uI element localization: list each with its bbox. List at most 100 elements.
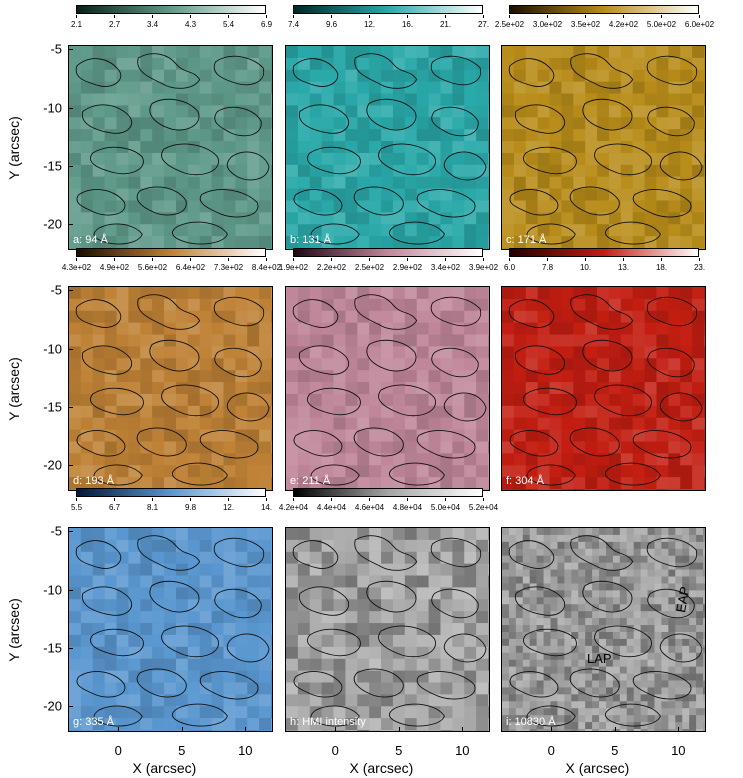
colorbar-tick-mark [331,498,332,501]
texture-cell [309,539,322,552]
texture-cell [392,599,405,612]
texture-cell [502,618,509,625]
texture-cell [619,562,627,570]
texture-cell [428,287,441,299]
texture-cell [543,583,551,591]
contour-line [388,462,445,486]
texture-cell [564,562,572,570]
texture-cell [508,694,516,702]
texture-cell [428,370,441,383]
texture-cell [440,551,453,564]
texture-cell [626,729,634,731]
texture-cell [592,548,600,556]
texture-cell [573,57,586,70]
texture-cell [525,310,538,323]
texture-cell [537,81,550,94]
texture-cell [668,555,676,563]
texture-cell [392,587,405,600]
texture-cell [619,687,627,695]
texture-cell [357,429,370,442]
texture-cell [369,611,382,624]
texture-cell [212,323,224,335]
texture-cell [675,652,683,660]
texture-cell [369,287,381,299]
texture-cell [187,105,200,118]
texture-cell [369,646,382,659]
texture-cell [689,645,697,653]
texture-cell [476,441,489,454]
texture-cell [104,393,117,406]
texture-cell [464,587,477,600]
texture-cell [647,729,655,731]
texture-cell [514,453,526,465]
colorbar-tick-mark [152,15,153,18]
texture-cell [536,694,544,702]
texture-cell [488,646,489,659]
texture-cell [357,405,370,418]
texture-cell [689,576,697,584]
texture-cell [644,429,657,442]
texture-cell [626,680,634,688]
texture-cell [428,465,441,478]
texture-cell [608,358,621,371]
texture-cell [585,370,598,383]
texture-cell [440,718,453,731]
texture-cell [128,382,141,394]
texture-cell [152,141,165,153]
texture-cell [199,575,212,588]
x-axis-title: X (arcsec) [565,760,630,776]
texture-cell [381,405,393,418]
texture-cell [464,236,477,249]
image-panel-5: e: 211 Å [285,286,490,491]
texture-cell [235,188,248,201]
texture-cell [529,576,537,584]
texture-cell [515,534,523,542]
texture-cell [369,81,382,94]
texture-cell [692,453,705,466]
texture-cell [223,718,236,731]
texture-cell [69,453,81,465]
texture-cell [526,441,538,453]
contour-line [171,703,228,727]
texture-cell [164,393,176,406]
texture-cell [703,708,705,716]
colorbar-1: 2.1 2.7 3.4 4.3 5.4 6.9 [71,5,272,29]
texture-cell [515,548,523,556]
texture-cell [404,105,417,118]
texture-cell [608,393,621,406]
texture-cell [668,694,675,701]
texture-cell [654,569,662,577]
texture-cell [515,569,523,577]
texture-cell [502,334,514,347]
texture-cell [689,708,696,715]
texture-cell [654,708,662,716]
texture-cell [585,694,593,702]
texture-cell [259,623,271,635]
texture-cell [393,346,405,358]
texture-cell [259,429,272,442]
texture-cell [381,694,393,707]
texture-cell [464,563,477,576]
contour-line [292,299,339,328]
texture-cell [571,659,579,667]
texture-cell [692,346,705,359]
texture-cell [620,334,633,347]
texture-cell [561,441,573,453]
texture-cell [537,164,550,177]
texture-cell [104,334,117,347]
texture-cell [612,555,620,563]
texture-cell [428,453,441,466]
texture-cell [573,117,586,130]
texture-cell [696,562,704,570]
texture-cell [549,287,562,299]
texture-cell [668,638,676,646]
texture-cell [92,441,105,454]
texture-cell [81,46,93,58]
texture-cell [333,465,346,478]
texture-cell [452,405,465,418]
contour-line [161,625,219,658]
texture-cell [271,623,272,635]
texture-cell [525,346,538,359]
contour-line [378,625,436,658]
texture-cell [128,634,141,647]
